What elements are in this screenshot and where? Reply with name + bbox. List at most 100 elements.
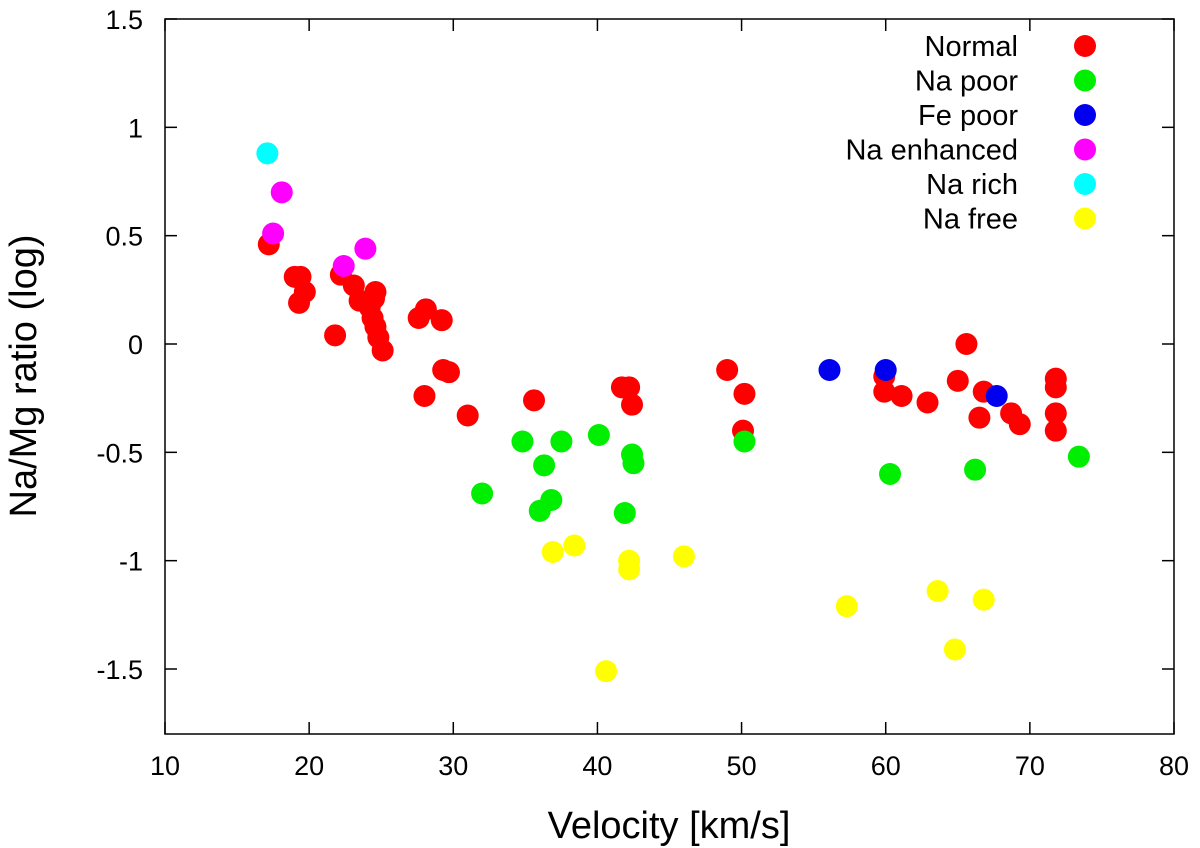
legend-item: Na poor <box>915 66 1096 98</box>
data-point <box>540 489 563 511</box>
data-point <box>471 482 494 505</box>
series-normal <box>257 233 1067 442</box>
data-point <box>613 502 636 524</box>
data-point <box>890 385 913 407</box>
data-point <box>550 430 573 453</box>
y-tick-label: 0 <box>128 330 143 360</box>
axis-ticks <box>164 18 1175 734</box>
data-point <box>946 369 969 392</box>
data-point <box>621 393 644 416</box>
data-point <box>523 389 546 412</box>
data-points <box>256 142 1090 683</box>
data-point <box>437 361 460 384</box>
data-point <box>256 142 279 165</box>
legend-marker <box>1074 138 1096 161</box>
legend-item: Na free <box>923 204 1096 236</box>
legend-label: Na rich <box>926 169 1018 201</box>
series-na-enhanced <box>262 181 377 277</box>
data-point <box>363 287 386 310</box>
data-point <box>324 324 347 347</box>
data-point <box>1044 376 1067 399</box>
x-tick-label: 30 <box>438 751 468 781</box>
x-axis-title: Velocity [km/s] <box>548 805 791 847</box>
data-point <box>618 558 641 581</box>
x-tick-label: 70 <box>1015 751 1045 781</box>
legend-label: Fe poor <box>918 100 1018 132</box>
legend-item: Na enhanced <box>845 135 1096 167</box>
data-point <box>595 660 618 683</box>
data-point <box>541 541 564 563</box>
y-axis-title: Na/Mg ratio (log) <box>3 235 45 518</box>
data-point <box>874 359 897 381</box>
data-point <box>716 359 739 381</box>
data-point <box>964 458 987 481</box>
legend-marker <box>1074 35 1096 57</box>
data-point <box>332 255 355 277</box>
data-point <box>262 222 285 245</box>
y-tick-label: -1.5 <box>96 655 143 685</box>
plot-area <box>164 18 1175 735</box>
data-point <box>511 430 534 453</box>
series-na-rich <box>256 142 279 165</box>
data-point <box>1044 402 1067 425</box>
data-point <box>293 281 316 303</box>
data-point <box>371 339 394 362</box>
data-point <box>622 452 645 475</box>
data-point <box>456 404 479 427</box>
y-tick-label: 1.5 <box>105 5 143 35</box>
data-point <box>414 298 437 321</box>
data-point <box>943 638 966 661</box>
series-na-free <box>541 534 995 683</box>
data-point <box>733 382 756 405</box>
series-na-poor <box>471 424 1090 524</box>
data-point <box>968 406 991 429</box>
data-point <box>413 385 436 407</box>
data-point <box>955 333 978 355</box>
series-fe-poor <box>818 359 1008 407</box>
legend-label: Na enhanced <box>845 135 1018 167</box>
data-point <box>1067 445 1090 468</box>
legend-marker <box>1074 207 1096 230</box>
data-point <box>563 534 586 557</box>
data-point <box>1044 419 1067 442</box>
x-tick-label: 80 <box>1159 751 1189 781</box>
x-tick-label: 20 <box>294 751 324 781</box>
data-point <box>818 359 841 381</box>
x-tick-label: 40 <box>582 751 612 781</box>
data-point <box>672 545 695 568</box>
x-tick-label: 50 <box>727 751 757 781</box>
axis-tick-labels: 10 20 30 40 50 60 70 80 1.5 1 0.5 0 -0.5 -1 -1.5 <box>96 5 1189 781</box>
data-point <box>533 454 556 477</box>
legend-marker <box>1074 104 1096 126</box>
y-tick-label: 1 <box>128 113 143 143</box>
legend-label: Na poor <box>915 66 1019 98</box>
legend-label: Normal <box>925 31 1018 63</box>
data-point <box>430 309 453 332</box>
x-tick-label: 60 <box>871 751 901 781</box>
data-point <box>354 237 377 260</box>
data-point <box>835 595 858 618</box>
data-point <box>916 391 939 414</box>
data-point <box>879 463 902 485</box>
data-point <box>873 380 896 403</box>
legend-marker <box>1074 69 1096 92</box>
data-point <box>270 181 293 204</box>
legend-item: Na rich <box>926 169 1096 201</box>
data-point <box>587 424 610 446</box>
x-tick-label: 10 <box>150 751 180 781</box>
legend-marker <box>1074 173 1096 195</box>
legend-item: Normal <box>925 31 1096 63</box>
data-point <box>733 430 756 453</box>
data-point <box>618 376 641 399</box>
data-point <box>926 580 949 602</box>
data-point <box>1008 413 1031 436</box>
y-tick-label: -0.5 <box>96 438 143 468</box>
legend-item: Fe poor <box>918 100 1096 132</box>
data-point <box>972 588 995 611</box>
data-point <box>985 385 1008 407</box>
y-tick-label: -1 <box>119 547 143 577</box>
legend-label: Na free <box>923 204 1018 236</box>
y-tick-label: 0.5 <box>105 222 143 252</box>
